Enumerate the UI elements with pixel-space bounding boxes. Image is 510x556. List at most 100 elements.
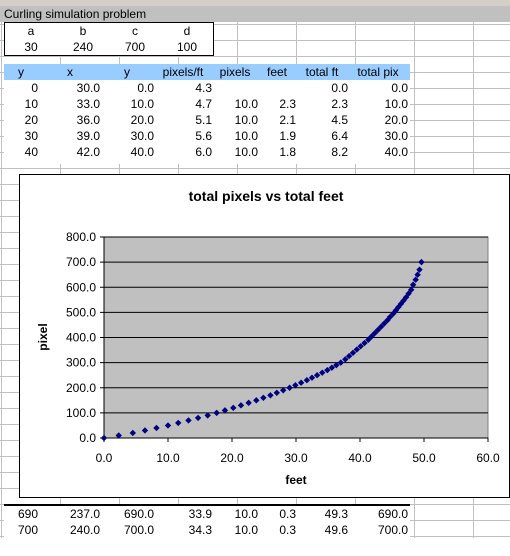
column-header[interactable]: pixels	[219, 65, 251, 79]
data-point-marker	[115, 432, 122, 439]
table-cell[interactable]: 0.0	[331, 81, 348, 95]
table-cell[interactable]	[212, 80, 258, 96]
table-cell[interactable]: 30	[24, 129, 38, 143]
param-value-b[interactable]: 240	[72, 40, 94, 54]
y-tick-label: 400.0	[66, 331, 96, 345]
data-point-marker	[253, 397, 260, 404]
table-cell[interactable]: 34.3	[188, 523, 212, 537]
table-cell[interactable]: 8.2	[331, 145, 348, 159]
data-point-marker	[374, 326, 382, 334]
table-cell[interactable]: 33.9	[188, 507, 212, 521]
table-cell[interactable]: 10.0	[384, 97, 408, 111]
param-header-c[interactable]: c	[132, 24, 138, 38]
sheet-title-cell[interactable]: Curling simulation problem	[0, 6, 510, 22]
table-cell[interactable]: 10.0	[234, 507, 258, 521]
table-cell[interactable]: 36.0	[76, 113, 100, 127]
table-cell[interactable]: 690	[17, 507, 38, 521]
column-header[interactable]: total pix	[357, 65, 399, 79]
table-cell[interactable]: 10.0	[234, 129, 258, 143]
data-points	[100, 258, 425, 442]
column-header[interactable]: pixels/ft	[162, 65, 204, 79]
table-cell[interactable]: 2.3	[331, 97, 348, 111]
table-cell[interactable]: 4.5	[331, 113, 348, 127]
data-point-marker	[377, 323, 385, 330]
table-data-rows: 0 30.0 0.0 4.3 0.0 0.0 10 33.0 10.0 4.7 10.0 2.3 2.3…	[4, 80, 410, 164]
table-cell[interactable]: 690.0	[377, 507, 408, 521]
table-cell[interactable]: 39.0	[76, 129, 100, 143]
data-point-marker	[342, 356, 349, 363]
table-cell[interactable]: 6.4	[331, 129, 348, 143]
table-cell[interactable]: 700.0	[123, 523, 154, 537]
data-point-marker	[414, 271, 421, 278]
table-cell[interactable]: 690.0	[123, 507, 154, 521]
table-cell[interactable]: 1.9	[279, 129, 296, 143]
data-point-marker	[129, 429, 136, 437]
data-point-marker	[392, 307, 400, 314]
table-cell[interactable]: 4.7	[195, 97, 212, 111]
column-header[interactable]: y	[18, 65, 24, 79]
param-header-d[interactable]: d	[183, 24, 191, 38]
data-point-marker	[328, 364, 336, 371]
param-header-a[interactable]: a	[27, 24, 35, 38]
table-cell[interactable]: 237.0	[69, 507, 100, 521]
table-cell[interactable]: 0.0	[391, 81, 408, 95]
table-cell[interactable]: 6.0	[195, 145, 212, 159]
table-cell[interactable]: 700	[17, 523, 38, 537]
table-cell[interactable]: 42.0	[76, 145, 100, 159]
table-cell[interactable]: 0.0	[137, 81, 154, 95]
column-header[interactable]: x	[67, 65, 73, 79]
data-point-marker	[357, 343, 364, 350]
table-cell[interactable]: 4.3	[195, 81, 212, 95]
table-cell[interactable]: 20.0	[384, 113, 408, 127]
table-cell[interactable]: 2.3	[279, 97, 296, 111]
table-cell[interactable]: 5.6	[195, 129, 212, 143]
table-cell[interactable]: 20.0	[130, 113, 154, 127]
table-cell[interactable]: 40.0	[384, 145, 408, 159]
data-point-marker	[353, 346, 360, 353]
column-header[interactable]: feet	[266, 65, 287, 79]
data-point-marker	[292, 382, 299, 389]
table-cell[interactable]: 10.0	[130, 97, 154, 111]
table-cell[interactable]: 10.0	[234, 145, 258, 159]
column-header[interactable]: total ft	[305, 65, 339, 79]
table-cell[interactable]: 10	[24, 97, 38, 111]
table-cell[interactable]: 0.3	[279, 507, 296, 521]
table-cell[interactable]: 49.6	[324, 523, 348, 537]
param-header-b[interactable]: b	[79, 24, 87, 38]
table-cell[interactable]: 10.0	[234, 97, 258, 111]
table-cell[interactable]: 30.0	[76, 81, 100, 95]
column-header[interactable]: y	[124, 65, 130, 79]
table-cell[interactable]: 30.0	[384, 129, 408, 143]
data-point-marker	[260, 394, 267, 401]
param-value-c[interactable]: 700	[124, 40, 146, 54]
table-cell[interactable]: 700.0	[377, 523, 408, 537]
data-point-marker	[408, 286, 415, 293]
data-point-marker	[175, 419, 182, 427]
table-cell[interactable]: 10.0	[234, 113, 258, 127]
data-point-marker	[230, 404, 237, 412]
table-cell[interactable]	[258, 80, 296, 96]
table-cell[interactable]: 20	[24, 113, 38, 127]
data-point-marker	[273, 389, 280, 396]
table-cell[interactable]: 2.1	[279, 113, 296, 127]
table-cell[interactable]: 33.0	[76, 97, 100, 111]
data-point-marker	[286, 384, 293, 391]
table-cell[interactable]: 1.8	[279, 145, 296, 159]
table-cell[interactable]: 40	[24, 145, 38, 159]
table-cell[interactable]: 240.0	[69, 523, 100, 537]
data-point-marker	[349, 349, 357, 357]
chart-object[interactable]: total pixels vs total feet 0.0 100.0 200.0…	[19, 174, 510, 498]
data-point-marker	[381, 320, 388, 327]
table-cell[interactable]: 0	[31, 81, 38, 95]
param-value-d[interactable]: 100	[176, 40, 198, 54]
x-tick-label: 60.0	[476, 451, 500, 465]
table-cell[interactable]: 30.0	[130, 129, 154, 143]
y-tick-label: 300.0	[66, 356, 96, 370]
table-cell[interactable]: 40.0	[130, 145, 154, 159]
table-cell[interactable]: 10.0	[234, 523, 258, 537]
table-cell[interactable]: 49.3	[324, 507, 348, 521]
param-value-a[interactable]: 30	[24, 40, 38, 54]
table-cell[interactable]: 0.3	[279, 523, 296, 537]
data-point-marker	[280, 387, 287, 394]
table-cell[interactable]: 5.1	[195, 113, 212, 127]
